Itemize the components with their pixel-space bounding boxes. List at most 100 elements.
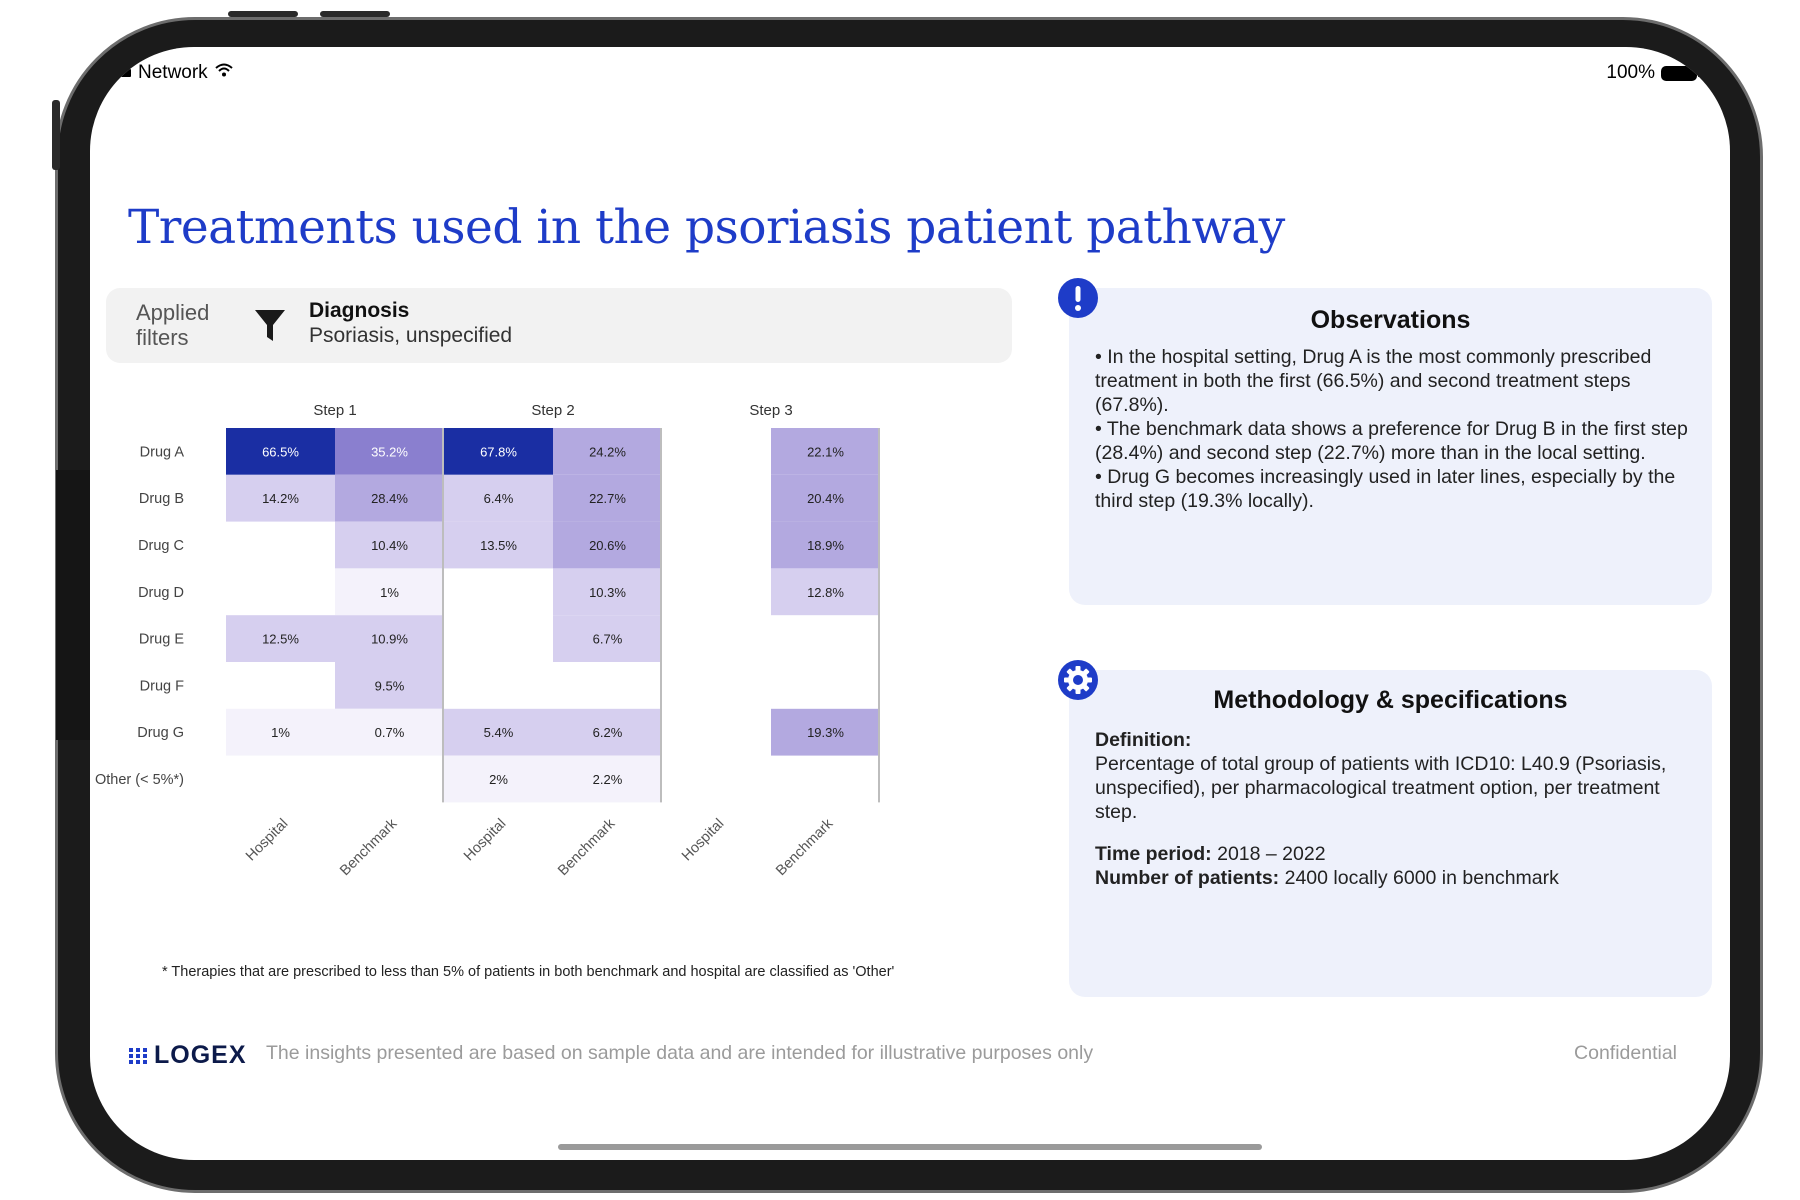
definition-text: Percentage of total group of patients wi… [1095,753,1667,823]
column-label: Benchmark [773,815,837,879]
screen: Network 100% Treatments used in the psor… [90,47,1730,1160]
patients-value: 2400 locally 6000 in benchmark [1284,867,1559,889]
cell-label: 67.8% [480,444,517,459]
cell-label: 6.7% [593,632,623,647]
step-header: Step 1 [313,402,356,419]
chart-footnote: * Therapies that are prescribed to less … [162,964,895,980]
cell-label: 22.1% [807,444,844,459]
heatmap-cell [553,428,662,475]
cell-label: 66.5% [262,444,299,459]
cell-label: 19.3% [807,725,844,740]
patients-label: Number of patients: [1095,867,1280,889]
heatmap-cell [553,708,662,756]
treatment-heatmap: 66.5% 35.2% 67.8% 24.2% 22.1% 14.2% 28.4% 6.4% 2… [95,402,880,879]
row-label: Drug B [139,491,184,507]
column-label: Hospital [679,816,727,864]
cell-label: 22.7% [589,491,626,506]
row-label: Other (< 5%*) [95,772,184,788]
cell-label: 9.5% [375,678,405,693]
cell-label: 10.3% [589,585,626,600]
column-label: Hospital [461,816,509,864]
heatmap-cell [771,521,880,569]
heatmap-cell [226,708,335,756]
row-label: Drug E [139,632,184,648]
cell-label: 13.5% [480,538,517,553]
filter-icon [254,308,286,349]
cell-label: 5.4% [484,725,514,740]
exclamation-icon [1058,278,1098,318]
cell-label: 20.4% [807,491,844,506]
cell-label: 2.2% [593,772,623,787]
heatmap-cell [226,615,335,662]
power-button [320,11,390,17]
row-label: Drug A [140,444,185,460]
observations-panel: Observations • In the hospital setting, … [1069,288,1712,605]
filter-name: Diagnosis [309,299,410,322]
applied-filters-bar[interactable]: Applied filters Diagnosis Psoriasis, uns… [106,288,1012,363]
step-header: Step 3 [749,402,792,419]
heatmap-cell [335,662,444,709]
cell-label: 12.5% [262,632,299,647]
cell-label: 28.4% [371,491,408,506]
cell-label: 10.9% [371,632,408,647]
heatmap-cell [335,474,444,522]
heatmap-cell [335,521,444,569]
heatmap-cell [335,428,444,475]
heatmap-cell [553,755,662,803]
observations-list: • In the hospital setting, Drug A is the… [1095,345,1695,513]
heatmap-cell [444,755,553,803]
heatmap-cell [444,708,553,756]
observation-item: • In the hospital setting, Drug A is the… [1095,346,1652,416]
logo-text: LOGEX [154,1041,247,1069]
cell-label: 14.2% [262,491,299,506]
logex-logo: LOGEX [128,1041,247,1070]
home-indicator[interactable] [558,1144,1262,1150]
heatmap-cell [771,568,880,616]
cell-label: 20.6% [589,538,626,553]
gear-icon [1058,660,1098,700]
row-label: Drug G [137,725,184,741]
column-label: Benchmark [555,815,619,879]
cell-label: 24.2% [589,444,626,459]
heatmap-cell [444,521,553,569]
methodology-title: Methodology & specifications [1213,686,1568,714]
heatmap-cell [226,428,335,475]
heatmap-cell [553,474,662,522]
observation-item: • The benchmark data shows a preference … [1095,418,1688,464]
side-button [52,100,60,170]
wifi-icon [214,62,234,84]
heatmap-cell [553,521,662,569]
logo-dots-icon [129,1047,147,1064]
battery-icon [1661,65,1701,81]
confidential-label: Confidential [1574,1042,1677,1064]
network-label: Network [138,62,208,83]
definition-label: Definition: [1095,729,1192,751]
cell-label: 1% [380,585,399,600]
cell-label: 1% [271,725,290,740]
time-period-label: Time period: [1095,843,1212,865]
disclaimer: The insights presented are based on samp… [266,1042,1094,1064]
step-header: Step 2 [531,402,574,419]
heatmap-cell [771,708,880,756]
heatmap-cell [335,708,444,756]
row-label: Drug F [140,678,184,694]
page-title: Treatments used in the psoriasis patient… [128,200,1285,255]
lock-icon [120,62,132,84]
heatmap-cell [335,568,444,616]
cell-label: 6.2% [593,725,623,740]
heatmap-cell [444,428,553,475]
heatmap-cell [335,615,444,662]
cell-label: 18.9% [807,538,844,553]
column-label: Hospital [243,816,291,864]
row-label: Drug D [138,585,184,601]
cell-label: 2% [489,772,508,787]
methodology-panel: Methodology & specifications Definition:… [1069,670,1712,997]
heatmap-cell [771,474,880,522]
row-label: Drug C [138,538,184,554]
observation-item: • Drug G becomes increasingly used in la… [1095,466,1676,512]
heatmap-cell [771,428,880,475]
heatmap-cell [226,474,335,522]
filter-value: Psoriasis, unspecified [309,324,513,347]
cell-label: 35.2% [371,444,408,459]
applied-filters-label: Applied filters [136,300,210,350]
